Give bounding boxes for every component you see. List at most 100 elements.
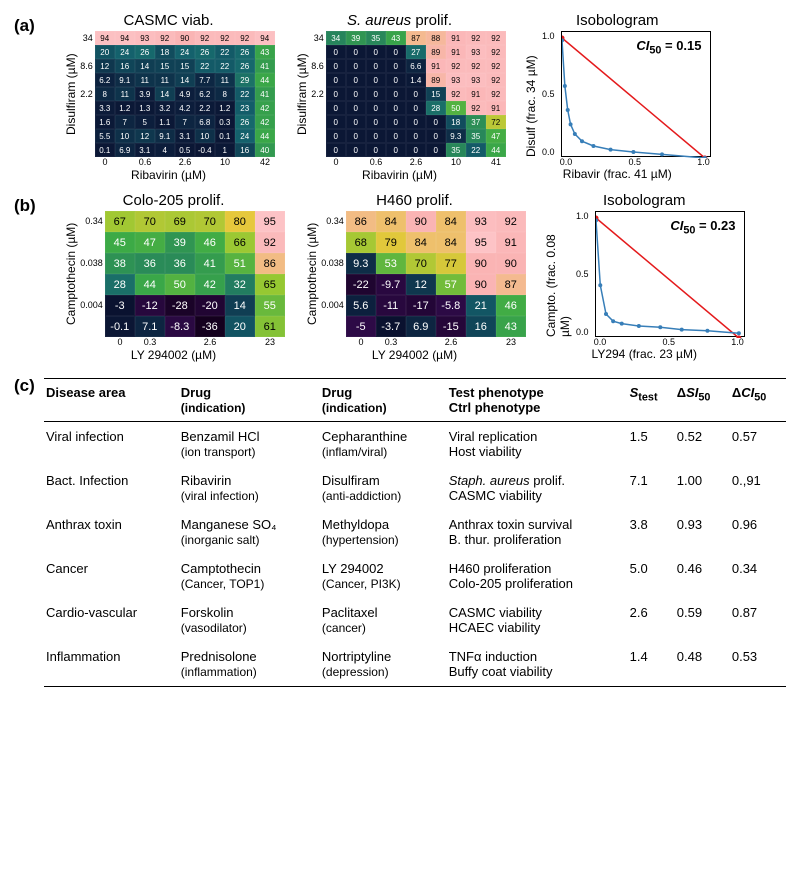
cell-dsi: 0.48	[675, 642, 730, 687]
heatmap-cell: 6.2	[95, 73, 115, 87]
heatmap-cell: -20	[195, 295, 225, 316]
cell-stest: 7.1	[628, 466, 675, 510]
heatmap-cell: 8	[215, 87, 235, 101]
heatmap-cell: 9.1	[155, 129, 175, 143]
heatmap-cell: 0	[366, 73, 386, 87]
heatmap-cell: 0	[406, 115, 426, 129]
heatmap-cell: 0	[346, 45, 366, 59]
heatmap-cell: 9.3	[346, 253, 376, 274]
cell-disease: Viral infection	[44, 422, 179, 467]
heatmap-cell: 65	[255, 274, 285, 295]
cell-disease: Inflammation	[44, 642, 179, 687]
heatmap-cell: 22	[215, 59, 235, 73]
cell-dci: 0.57	[730, 422, 786, 467]
heatmap-cell: 84	[436, 232, 466, 253]
heatmap-cell: 70	[135, 211, 165, 232]
heatmap-cell: 23	[235, 101, 255, 115]
heatmap-cell: 1.3	[135, 101, 155, 115]
heatmap-cell: 24	[115, 45, 135, 59]
heatmap-cell: 35	[446, 143, 466, 157]
cell-dci: 0.87	[730, 598, 786, 642]
heatmap-cell: 0	[406, 143, 426, 157]
iso-row: Disulf (frac. 34 µM)1.00.50.0CI50 = 0.15	[524, 31, 711, 157]
isobologram-plot: CI50 = 0.23	[595, 211, 745, 337]
heatmap-cell: 51	[225, 253, 255, 274]
x-ticks: 00.32.623	[105, 337, 285, 347]
heatmap-cell: 0	[326, 59, 346, 73]
heatmap-cell: 94	[115, 31, 135, 45]
table-header-row: Disease area Drug(indication) Drug(indic…	[44, 379, 786, 422]
x-axis-label: LY 294002 (µM)	[131, 348, 216, 362]
heatmap-grid: 6770697080954547394666923836364151862844…	[105, 211, 285, 337]
x-axis-label: Ribavirin (µM)	[362, 168, 437, 182]
cell-dci: 0.34	[730, 554, 786, 598]
th-drug1: Drug(indication)	[179, 379, 320, 422]
heatmap-cell: 0	[346, 87, 366, 101]
heatmap-a2: S. aureus prolif.Disulfiram (µM)348.62.2…	[293, 12, 506, 182]
heatmap-cell: 15	[426, 87, 446, 101]
heatmap-cell: 0	[386, 87, 406, 101]
y-ticks: 0.340.0380.004	[321, 211, 346, 337]
heatmap-cell: 8	[95, 87, 115, 101]
heatmap-cell: 14	[155, 87, 175, 101]
th-dci: ΔCI50	[730, 379, 786, 422]
heatmap-cell: 92	[486, 73, 506, 87]
heatmap-cell: 91	[426, 59, 446, 73]
heatmap-cell: 44	[135, 274, 165, 295]
heatmap-wrap: Camptothecin (µM)0.340.0380.004868490849…	[303, 211, 526, 337]
cell-dsi: 0.59	[675, 598, 730, 642]
heatmap-cell: 7.1	[135, 316, 165, 337]
heatmap-cell: 86	[346, 211, 376, 232]
heatmap-b1: Colo-205 prolif.Camptothecin (µM)0.340.0…	[62, 192, 285, 362]
heatmap-cell: -11	[376, 295, 406, 316]
heatmap-cell: 46	[195, 232, 225, 253]
heatmap-cell: 92	[195, 31, 215, 45]
heatmap-cell: 42	[255, 101, 275, 115]
heatmap-cell: 14	[175, 73, 195, 87]
heatmap-cell: 92	[446, 59, 466, 73]
heatmap-cell: 15	[175, 59, 195, 73]
heatmap-cell: -5	[346, 316, 376, 337]
heatmap-cell: 3.3	[95, 101, 115, 115]
heatmap-cell: 0	[346, 143, 366, 157]
heatmap-cell: 94	[255, 31, 275, 45]
heatmap-cell: 6.2	[195, 87, 215, 101]
heatmap-cell: 11	[215, 73, 235, 87]
heatmap-cell: 43	[496, 316, 526, 337]
heatmap-cell: 93	[466, 45, 486, 59]
cell-drug1: Camptothecin(Cancer, TOP1)	[179, 554, 320, 598]
heatmap-cell: 0	[366, 59, 386, 73]
cell-pheno: Viral replicationHost viability	[447, 422, 628, 467]
heatmap-wrap: Disulfiram (µM)348.62.234393543878891929…	[293, 31, 506, 157]
heatmap-cell: 26	[195, 45, 215, 59]
panel-a-row: (a) CASMC viab.Disulfiram (µM)348.62.294…	[14, 12, 786, 182]
table-wrap: Disease area Drug(indication) Drug(indic…	[44, 372, 786, 687]
heatmap-cell: 3.1	[135, 143, 155, 157]
heatmap-cell: 70	[406, 253, 436, 274]
heatmap-cell: -36	[195, 316, 225, 337]
cell-disease: Cancer	[44, 554, 179, 598]
chart-title: Isobologram	[603, 192, 686, 209]
heatmap-cell: 26	[135, 45, 155, 59]
heatmap-cell: 90	[466, 253, 496, 274]
heatmap-cell: 10	[115, 129, 135, 143]
heatmap-cell: 26	[235, 59, 255, 73]
summary-table: Disease area Drug(indication) Drug(indic…	[44, 378, 786, 687]
heatmap-cell: 91	[446, 45, 466, 59]
panel-b-row: (b) Colo-205 prolif.Camptothecin (µM)0.3…	[14, 192, 786, 362]
panel-b-tag: (b)	[14, 192, 44, 216]
cell-disease: Anthrax toxin	[44, 510, 179, 554]
heatmap-cell: -22	[346, 274, 376, 295]
th-stest: Stest	[628, 379, 675, 422]
heatmap-cell: 35	[366, 31, 386, 45]
heatmap-cell: 0	[386, 101, 406, 115]
heatmap-cell: 42	[255, 115, 275, 129]
heatmap-cell: 47	[486, 129, 506, 143]
heatmap-cell: 36	[165, 253, 195, 274]
heatmap-cell: 92	[255, 232, 285, 253]
heatmap-cell: 44	[486, 143, 506, 157]
chart-title: Colo-205 prolif.	[123, 192, 225, 209]
cell-drug2: Disulfiram(anti-addiction)	[320, 466, 447, 510]
heatmap-cell: 4.2	[175, 101, 195, 115]
heatmap-cell: -3	[105, 295, 135, 316]
